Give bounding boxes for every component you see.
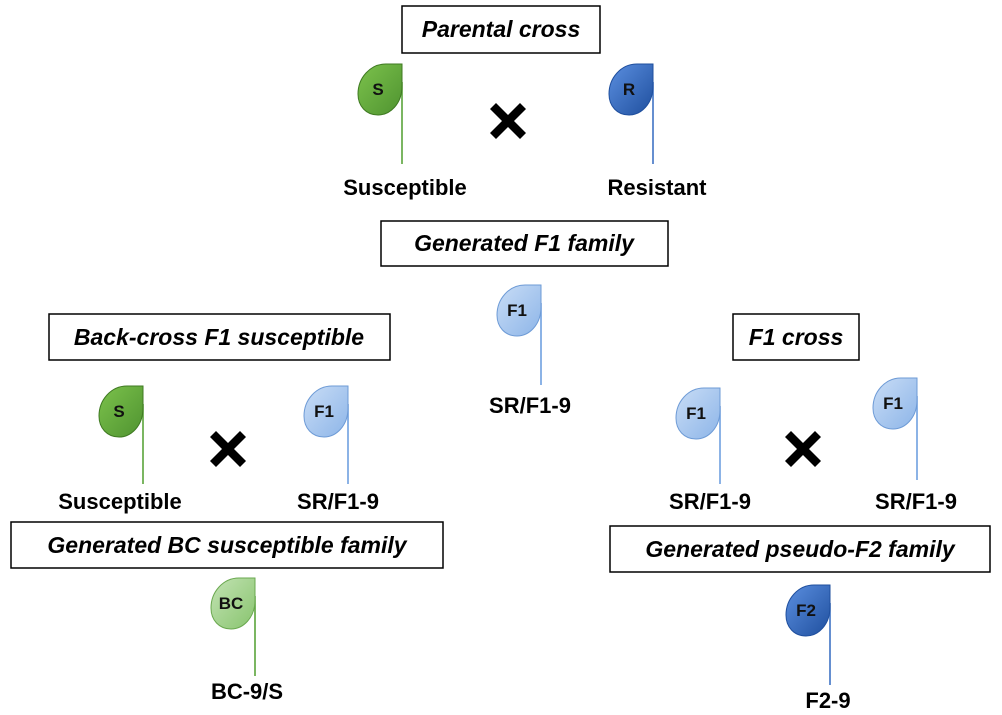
leaf-letter: F1 [507,301,527,320]
caption-bc-result: BC-9/S [211,679,283,704]
f1-cross-box: F1 cross [732,313,860,361]
caption-backcross-susceptible: Susceptible [58,489,181,514]
pseudo-f2-label: Generated pseudo-F2 family [645,536,956,562]
caption-f2-result: F2-9 [805,688,850,713]
leaf-letter: S [113,402,124,421]
leaf-icon [98,385,144,438]
plant-f1-cross-left: F1 [675,387,721,484]
caption-f1-cross-right: SR/F1-9 [875,489,957,514]
cross-x-icon [210,431,246,467]
plant-susceptible-parent: S [357,63,403,164]
caption-f1-generated: SR/F1-9 [489,393,571,418]
leaf-icon [872,377,918,430]
caption-f1-cross-left: SR/F1-9 [669,489,751,514]
f1-cross-label: F1 cross [749,324,844,350]
pseudo-f2-box: Generated pseudo-F2 family [609,525,991,573]
plant-f1-generated: F1 [496,284,542,385]
leaf-letter: F1 [314,402,334,421]
leaf-letter: F2 [796,601,816,620]
backcross-label: Back-cross F1 susceptible [74,324,364,350]
leaf-icon [210,577,256,630]
plant-backcross-susceptible: S [98,385,144,484]
f1-family-label: Generated F1 family [414,230,635,256]
leaf-icon [496,284,542,337]
f1-family-box: Generated F1 family [380,220,669,267]
plant-resistant-parent: R [608,63,654,164]
caption-susceptible-parent: Susceptible [343,175,466,200]
bc-family-label: Generated BC susceptible family [47,532,407,558]
cross-x-icon [490,103,526,139]
leaf-letter: BC [219,594,244,613]
leaf-icon [303,385,349,438]
plant-f1-cross-right: F1 [872,377,918,480]
caption-resistant-parent: Resistant [607,175,707,200]
caption-backcross-f1: SR/F1-9 [297,489,379,514]
plant-backcross-f1: F1 [303,385,349,484]
plant-bc-result: BC [210,577,256,676]
parental-cross-label: Parental cross [422,16,581,42]
leaf-icon [608,63,654,116]
leaf-letter: S [372,80,383,99]
leaf-letter: F1 [686,404,706,423]
leaf-icon [357,63,403,116]
leaf-letter: F1 [883,394,903,413]
bc-family-box: Generated BC susceptible family [10,521,444,569]
plant-f2-result: F2 [785,584,831,685]
parental-cross-box: Parental cross [401,5,601,54]
backcross-box: Back-cross F1 susceptible [48,313,391,361]
leaf-icon [785,584,831,637]
cross-x-icon [785,431,821,467]
leaf-icon [675,387,721,440]
leaf-letter: R [623,80,635,99]
